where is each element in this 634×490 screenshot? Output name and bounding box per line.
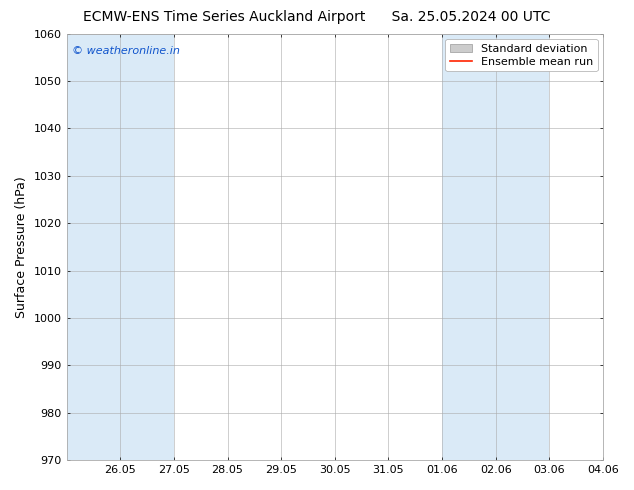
Bar (442, 34, 550, 460)
Y-axis label: Surface Pressure (hPa): Surface Pressure (hPa) (15, 176, 28, 318)
Bar (67, 34, 174, 460)
Text: © weatheronline.in: © weatheronline.in (72, 47, 180, 56)
Legend: Standard deviation, Ensemble mean run: Standard deviation, Ensemble mean run (445, 39, 598, 72)
Text: ECMW-ENS Time Series Auckland Airport      Sa. 25.05.2024 00 UTC: ECMW-ENS Time Series Auckland Airport Sa… (83, 10, 551, 24)
